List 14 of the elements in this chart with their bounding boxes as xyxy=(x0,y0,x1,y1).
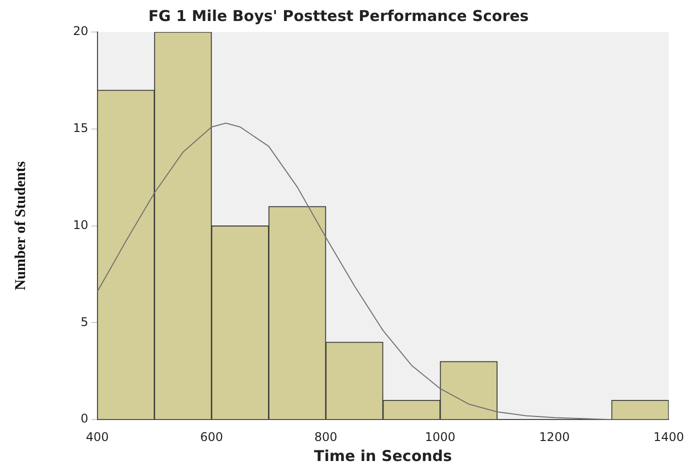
chart-title: FG 1 Mile Boys' Posttest Performance Scores xyxy=(148,6,529,25)
x-tick-label: 600 xyxy=(200,430,224,444)
x-axis-title: Time in Seconds xyxy=(314,446,452,465)
y-tick-label: 20 xyxy=(72,24,88,38)
x-tick-label: 1200 xyxy=(539,430,570,444)
y-tick-label: 10 xyxy=(72,218,88,232)
y-tick-label: 0 xyxy=(80,412,88,426)
x-tick-label: 1000 xyxy=(424,430,456,444)
y-tick-label: 5 xyxy=(80,314,88,329)
y-tick-label: 15 xyxy=(72,121,88,136)
x-tick-label: 400 xyxy=(86,430,109,444)
x-tick-label: 800 xyxy=(314,430,338,444)
y-axis-title: Number of Students xyxy=(12,161,29,290)
x-tick-label: 1400 xyxy=(653,430,684,444)
